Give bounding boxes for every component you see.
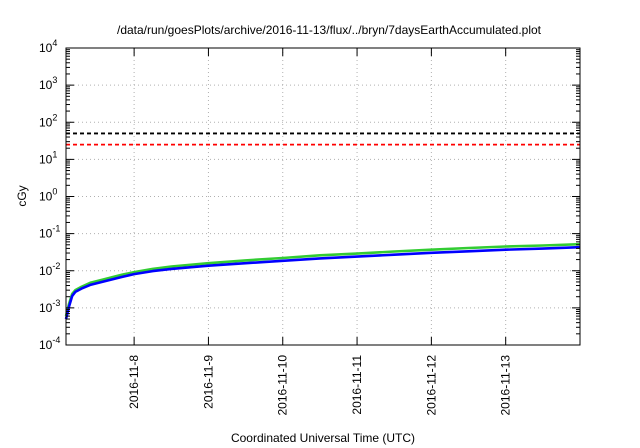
x-tick-label: 2016-11-11 (350, 355, 364, 415)
chart-title: /data/run/goesPlots/archive/2016-11-13/f… (117, 23, 542, 37)
y-tick-labels: 10-4 10-3 10-2 10-1 100 101 102 103 104 (39, 38, 60, 352)
y-tick-label: 100 (39, 187, 57, 204)
y-axis-label: cGy (15, 185, 29, 206)
x-tick-label: 2016-11-9 (201, 355, 215, 409)
threshold-lines (66, 132, 580, 146)
axis-ticks (66, 47, 580, 346)
data-series (64, 242, 581, 320)
series-line (64, 242, 581, 317)
series-line (64, 245, 581, 320)
grid-lines (66, 48, 580, 345)
x-tick-label: 2016-11-8 (127, 355, 141, 409)
x-tick-label: 2016-11-12 (424, 355, 438, 416)
x-tick-labels: 2016-11-8 2016-11-9 2016-11-10 2016-11-11 20… (127, 355, 513, 416)
x-tick-label: 2016-11-13 (499, 355, 513, 416)
y-tick-label: 101 (39, 149, 57, 166)
y-tick-label: 104 (39, 38, 57, 55)
y-tick-label: 103 (39, 75, 57, 92)
y-tick-label: 10-2 (39, 261, 60, 278)
x-axis-label: Coordinated Universal Time (UTC) (231, 431, 415, 445)
y-tick-label: 10-4 (39, 335, 60, 352)
y-tick-label: 10-3 (39, 298, 60, 315)
y-tick-label: 10-1 (39, 224, 60, 241)
y-tick-label: 102 (39, 112, 57, 129)
x-tick-label: 2016-11-10 (276, 355, 290, 416)
